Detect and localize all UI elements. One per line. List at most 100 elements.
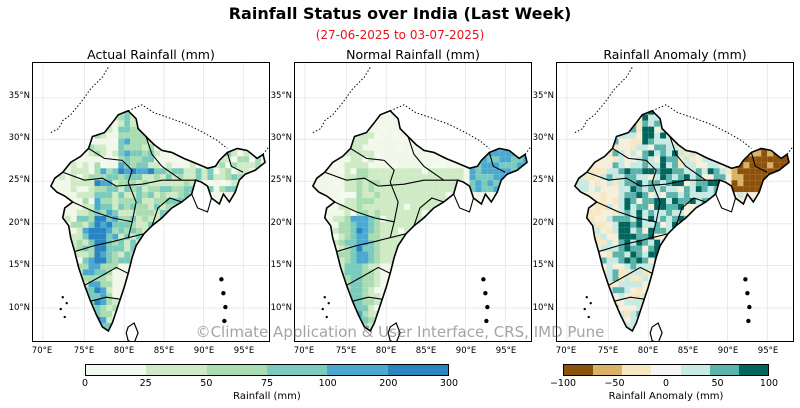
raster-cell <box>380 180 387 187</box>
raster-cell <box>142 156 149 163</box>
raster-cell <box>332 144 339 151</box>
raster-cell <box>183 287 190 294</box>
raster-cell <box>689 221 696 228</box>
raster-cell <box>529 287 531 293</box>
raster-cell <box>142 150 149 157</box>
raster-cell <box>517 156 524 163</box>
raster-cell <box>356 221 363 228</box>
raster-cell <box>511 299 518 306</box>
raster-cell <box>779 198 786 204</box>
raster-cell <box>666 168 673 175</box>
raster-cell <box>582 132 589 139</box>
raster-cell <box>785 110 790 115</box>
raster-cell <box>344 221 351 228</box>
raster-cell <box>630 110 637 115</box>
raster-cell <box>439 209 446 216</box>
raster-cell <box>791 121 793 127</box>
raster-cell <box>606 269 613 276</box>
raster-cell <box>380 168 387 175</box>
raster-cell <box>767 233 774 240</box>
raster-cell <box>118 103 124 109</box>
raster-cell <box>773 156 780 163</box>
raster-cell <box>332 299 339 306</box>
raster-cell <box>648 126 655 133</box>
raster-cell <box>142 245 149 252</box>
raster-cell <box>481 103 487 109</box>
raster-cell <box>481 174 488 181</box>
raster-cell <box>511 245 518 252</box>
island <box>745 291 750 296</box>
raster-cell <box>451 299 458 306</box>
lat-tick-label: 10°N <box>270 303 292 313</box>
raster-cell <box>475 110 482 115</box>
raster-cell <box>791 109 793 115</box>
raster-cell <box>106 180 113 187</box>
raster-cell <box>475 114 482 121</box>
raster-cell <box>529 144 531 150</box>
raster-cell <box>773 281 780 288</box>
raster-cell <box>737 251 744 258</box>
raster-cell <box>136 269 143 276</box>
raster-cell <box>112 221 119 228</box>
raster-cell <box>606 257 613 264</box>
raster-cell <box>731 287 738 294</box>
raster-cell <box>677 227 684 234</box>
raster-cell <box>529 192 531 198</box>
raster-cell <box>136 138 143 145</box>
raster-cell <box>451 203 458 210</box>
raster-cell <box>421 233 428 240</box>
raster-cell <box>683 227 690 234</box>
raster-cell <box>356 215 363 222</box>
raster-cell <box>683 132 690 139</box>
raster-cell <box>231 257 238 264</box>
raster-cell <box>237 120 244 127</box>
island <box>589 301 592 305</box>
raster-cell <box>100 144 107 151</box>
raster-cell <box>368 180 375 187</box>
raster-cell <box>660 209 667 216</box>
raster-cell <box>743 156 750 163</box>
raster-cell <box>755 114 762 121</box>
raster-cell <box>648 245 655 252</box>
raster-cell <box>392 221 399 228</box>
raster-cell <box>201 168 208 175</box>
raster-cell <box>124 257 131 264</box>
raster-cell <box>344 257 351 264</box>
raster-cell <box>761 263 768 270</box>
raster-cell <box>505 156 512 163</box>
raster-cell <box>731 281 738 288</box>
raster-cell <box>779 281 786 288</box>
raster-cell <box>219 245 226 252</box>
raster-cell <box>421 198 428 204</box>
raster-cell <box>118 192 125 199</box>
raster-cell <box>511 126 518 133</box>
raster-cell <box>189 245 196 252</box>
raster-cell <box>791 162 793 168</box>
raster-cell <box>725 311 732 318</box>
raster-cell <box>106 299 113 306</box>
raster-cell <box>350 168 357 175</box>
raster-cell <box>511 120 518 127</box>
raster-cell <box>642 198 649 204</box>
raster-cell <box>183 257 190 264</box>
raster-cell <box>785 299 790 306</box>
raster-cell <box>451 168 458 175</box>
raster-cell <box>100 150 107 157</box>
raster-cell <box>624 275 631 282</box>
raster-cell <box>225 257 232 264</box>
raster-cell <box>159 162 166 169</box>
raster-cell <box>636 110 643 115</box>
raster-cell <box>130 138 137 145</box>
raster-cell <box>749 132 756 139</box>
raster-cell <box>749 251 756 258</box>
raster-cell <box>356 305 363 312</box>
raster-cell <box>177 233 184 240</box>
raster-cell <box>320 275 327 282</box>
raster-cell <box>606 150 613 157</box>
raster-cell <box>142 198 149 204</box>
raster-cell <box>350 156 357 163</box>
raster-cell <box>392 180 399 187</box>
raster-cell <box>636 126 643 133</box>
raster-cell <box>213 251 220 258</box>
raster-cell <box>332 180 339 187</box>
